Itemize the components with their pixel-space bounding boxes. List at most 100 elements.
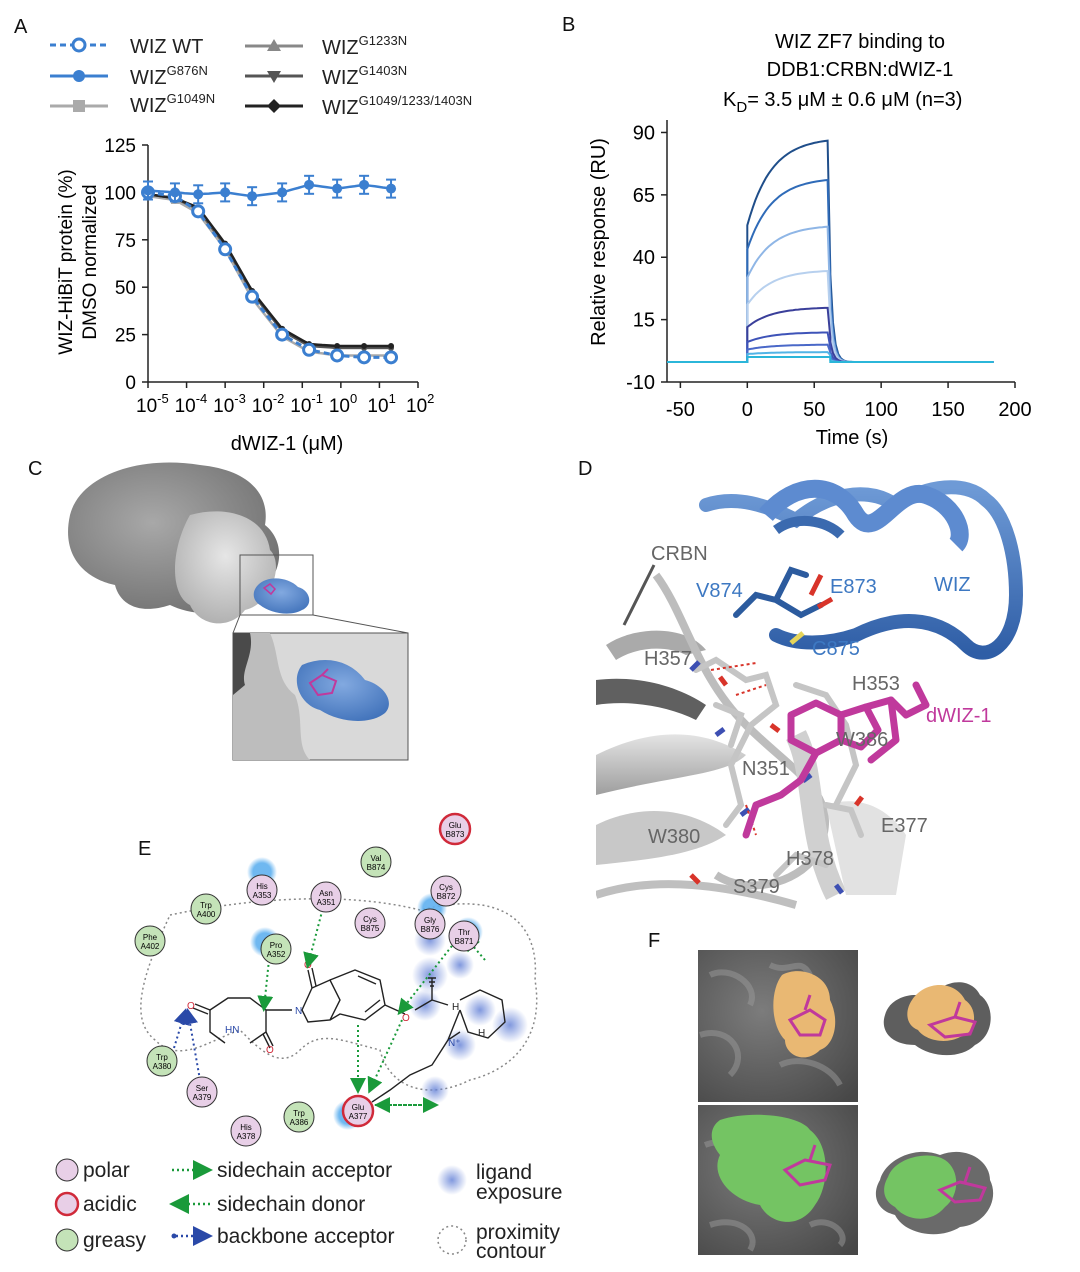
residue-node: [414, 908, 446, 940]
legend-polar: polar: [83, 1159, 130, 1182]
chart-b-ylabel: Relative response (RU): [588, 138, 610, 346]
d-residue-label: H353: [852, 673, 900, 695]
residue-id: A352: [267, 950, 286, 959]
d-residue-label: V874: [696, 580, 743, 602]
ligand-atom: O: [304, 960, 312, 971]
a-series-line: [147, 183, 392, 198]
residue-name: Thr: [458, 928, 470, 937]
a-point: [330, 348, 345, 363]
chart-b-title-3: KD= 3.5 μM ± 0.6 μM (n=3): [723, 89, 962, 116]
legend-backbone-acceptor: backbone acceptor: [217, 1225, 394, 1248]
b-ytick-label: 40: [633, 247, 655, 269]
residue-node: [186, 1076, 218, 1108]
panel-label-d: D: [578, 458, 593, 480]
legend-triple: WIZG1049/1233/1403N: [322, 93, 472, 119]
b-ytick-label: 65: [633, 185, 655, 207]
a-point: [191, 204, 206, 219]
ligand-atom: O: [402, 1013, 410, 1024]
panel-d-labels: CRBN V874 E873 WIZ C875 H357 H353 dWIZ-1 W386 N35…: [644, 543, 992, 898]
panel-label-a: A: [14, 16, 28, 38]
d-residue-label: W386: [836, 729, 888, 751]
a-ytick-label: 0: [125, 373, 136, 394]
residue-name: Asn: [319, 889, 333, 898]
residue-id: B874: [367, 863, 386, 872]
a-point: [388, 342, 395, 349]
chart-b-yticks: -10 15 40 65 90: [626, 122, 667, 394]
b-ytick-label: 90: [633, 122, 655, 144]
legend-g1049n: WIZG1049N: [130, 91, 215, 117]
a-ytick-label: 125: [104, 136, 136, 157]
a-point: [245, 289, 260, 304]
panel-c-structure: [68, 462, 409, 761]
chart-a-xticks: 10-5 10-4 10-3 10-2 10-1 100 101 102: [136, 382, 434, 417]
ligand-exposure: [247, 857, 528, 1130]
a-point: [218, 242, 233, 257]
ligand-2d: [192, 967, 506, 1103]
legend-g1403n: WIZG1403N: [322, 63, 407, 89]
residue-node: [134, 925, 166, 957]
legend-contour-2: contour: [476, 1240, 546, 1263]
residue-name: Ser: [196, 1084, 209, 1093]
b-xtick-label: 50: [803, 399, 825, 421]
chart-b-axes: [666, 120, 1015, 383]
d-residue-label: E873: [830, 576, 877, 598]
residue-id: B872: [437, 892, 456, 901]
chart-a-legend: WIZ WT WIZG876N WIZG1049N WIZG1233N WIZG…: [50, 33, 472, 119]
d-residue-label: H357: [644, 648, 692, 670]
residue-name: Val: [371, 854, 382, 863]
a-point: [361, 342, 368, 349]
a-series-line: [147, 193, 391, 348]
b-ytick-label: -10: [626, 372, 655, 394]
panel-d-structure: CRBN V874 E873 WIZ C875 H357 H353 dWIZ-1 W386 N35…: [596, 479, 1024, 909]
panel-label-b: B: [562, 14, 576, 36]
chart-b: WIZ ZF7 binding to DDB1:CRBN:dWIZ-1 KD= …: [588, 31, 1032, 449]
d-residue-label: H378: [786, 848, 834, 870]
d-residue-label: WIZ: [934, 574, 971, 596]
a-point: [193, 189, 204, 200]
a-point: [247, 191, 258, 202]
chart-a: WIZ WT WIZG876N WIZG1049N WIZG1233N WIZG…: [50, 33, 472, 455]
residue-node: [260, 933, 292, 965]
a-series-line: [147, 193, 391, 350]
legend-sidechain-donor: sidechain donor: [217, 1193, 365, 1216]
residue-name: Trp: [293, 1109, 305, 1118]
residue-name: Cys: [439, 883, 453, 892]
residue-name: His: [256, 882, 268, 891]
dwiz1-ligand: [742, 681, 930, 839]
chart-b-title-2: DDB1:CRBN:dWIZ-1: [767, 59, 954, 81]
residue-name: Pro: [270, 941, 283, 950]
d-residue-label: N351: [742, 758, 790, 780]
a-point: [334, 342, 341, 349]
a-point: [386, 183, 397, 194]
residue-name: Gly: [424, 916, 436, 925]
panel-label-e: E: [138, 838, 152, 860]
residue-node: [283, 1101, 315, 1133]
legend-exposure-1: ligand: [476, 1161, 532, 1184]
residue-name: Cys: [363, 915, 377, 924]
wiz-surface: [253, 578, 310, 614]
residue-id: A402: [141, 942, 160, 951]
a-point: [384, 350, 399, 365]
ligand-atom: O: [187, 1001, 195, 1012]
residue-name: Trp: [200, 901, 212, 910]
b-xtick-label: 150: [931, 399, 964, 421]
legend-acidic: acidic: [83, 1193, 137, 1216]
ligand-atom: H: [452, 1002, 459, 1013]
panel-f-structures: [698, 950, 994, 1255]
a-point: [304, 179, 315, 190]
legend-contour-1: proximity: [476, 1221, 561, 1244]
d-residue-label: E377: [881, 815, 928, 837]
legend-greasy: greasy: [83, 1229, 147, 1252]
f-green-patch: [711, 1114, 826, 1222]
residue-id: A353: [253, 891, 272, 900]
residue-node: [360, 846, 392, 878]
a-point: [143, 185, 153, 196]
a-xtick-label: 10-5: [136, 391, 169, 417]
residue-name: His: [240, 1123, 252, 1132]
residue-node: [146, 1045, 178, 1077]
b-xtick-label: 100: [864, 399, 897, 421]
chart-b-xticks: -50 0 50 100 150 200: [666, 382, 1032, 421]
b-xtick-label: -50: [666, 399, 695, 421]
a-xtick-label: 10-4: [175, 391, 208, 417]
